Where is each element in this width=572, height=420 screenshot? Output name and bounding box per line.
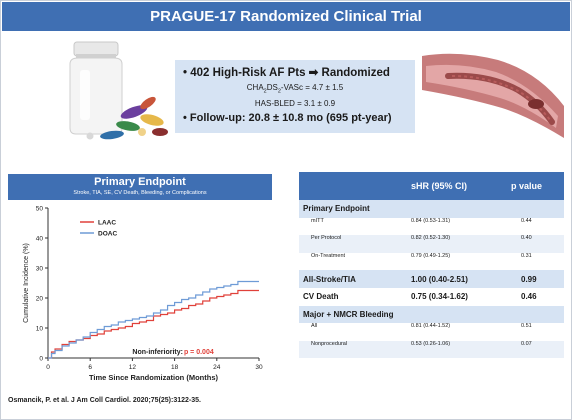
arrow-right-icon: ➡ [308, 67, 322, 79]
table-row: Per Protocol 0.82 (0.52-1.30) 0.40 [299, 235, 564, 253]
series-line-laac [48, 289, 259, 359]
y-tick-label: 40 [36, 236, 44, 243]
x-axis-label: Time Since Randomization (Months) [89, 373, 219, 382]
shr-cell: 0.75 (0.34-1.62) [411, 292, 468, 302]
x-tick-label: 30 [255, 364, 263, 371]
p-value-cell: 0.46 [521, 292, 537, 302]
pill-bottle-illustration [69, 41, 168, 140]
row-label: On-Treatment [311, 252, 346, 259]
results-table: sHR (95% CI) p value Primary Endpoint mIT… [299, 172, 564, 359]
x-tick-label: 12 [129, 364, 137, 371]
legend-label-laac: LAAC [98, 220, 116, 227]
shr-cell: 0.82 (0.52-1.30) [407, 235, 507, 253]
table-row: CV Death 0.75 (0.34-1.62) 0.46 [299, 288, 564, 306]
primary-endpoint-chart: Primary Endpoint Stroke, TIA, SE, CV Dea… [8, 174, 272, 384]
row-label: All-Stroke/TIA [299, 270, 407, 288]
p-value-cell: 0.44 [521, 217, 532, 224]
shr-cell [407, 305, 507, 324]
row-label: Per Protocol [299, 235, 407, 253]
citation: Osmancik, P. et al. J Am Coll Cardiol. 2… [8, 397, 201, 404]
y-tick-label: 30 [36, 266, 44, 273]
km-plot: 0 10 20 30 40 50 0 6 12 18 24 30 Time Since Randomiz… [23, 206, 263, 383]
x-tick-label: 18 [171, 364, 179, 371]
annotation-label: Non-inferiority: [132, 349, 183, 356]
table-row: Major + NMCR Bleeding [299, 305, 564, 324]
study-summary-box: • 402 High-Risk AF Pts ➡ Randomized CHA2… [175, 60, 415, 133]
chart-title: Primary Endpoint [94, 176, 186, 188]
table-header-cell [299, 172, 407, 200]
page-title: PRAGUE-17 Randomized Clinical Trial [2, 2, 570, 31]
shr-cell: 0.79 (0.49-1.25) [411, 252, 451, 259]
x-tick-label: 24 [213, 364, 221, 371]
p-value-cell: 0.31 [521, 252, 532, 259]
x-tick-label: 6 [88, 364, 92, 371]
row-label: All [311, 323, 318, 330]
randomization-line: • 402 High-Risk AF Pts ➡ Randomized [183, 67, 390, 79]
followup-line: • Follow-up: 20.8 ± 10.8 mo (695 pt-year… [183, 111, 392, 124]
chart-header: Primary Endpoint Stroke, TIA, SE, CV Dea… [8, 174, 272, 200]
p-value-cell [507, 305, 564, 324]
x-tick-label: 0 [46, 364, 50, 371]
table-header-row: sHR (95% CI) p value [299, 172, 564, 200]
table-header-cell: sHR (95% CI) [407, 172, 507, 200]
y-tick-label: 0 [39, 356, 43, 363]
p-value-cell: 0.51 [521, 323, 532, 330]
row-label: Major + NMCR Bleeding [299, 305, 407, 324]
shr-cell: 0.53 (0.26-1.06) [407, 340, 507, 359]
has-bled-line: HAS-BLED = 3.1 ± 0.9 [254, 98, 336, 108]
p-value-cell [507, 200, 564, 218]
row-label: mITT [311, 217, 324, 224]
left-atrial-appendage-illustration [422, 53, 564, 138]
row-label: CV Death [303, 292, 339, 302]
table-row: On-Treatment 0.79 (0.49-1.25) 0.31 [299, 253, 564, 271]
shr-cell: 1.00 (0.40-2.51) [407, 270, 507, 288]
legend-label-doac: DOAC [98, 231, 117, 238]
table-row: All-Stroke/TIA 1.00 (0.40-2.51) 0.99 [299, 270, 564, 288]
table-row: Nonprocedural 0.53 (0.26-1.06) 0.07 [299, 340, 564, 359]
p-value-cell: 0.40 [507, 235, 564, 253]
p-value-cell: 0.07 [507, 340, 564, 359]
chart-subtitle: Stroke, TIA, SE, CV Death, Bleeding, or … [73, 190, 207, 196]
table-row: Primary Endpoint [299, 200, 564, 218]
row-label: Nonprocedural [299, 340, 407, 359]
table-row: mITT 0.84 (0.53-1.31) 0.44 [299, 218, 564, 236]
y-tick-label: 10 [36, 326, 44, 333]
y-tick-label: 50 [36, 206, 44, 213]
annotation-p-value: p = 0.004 [184, 349, 214, 356]
row-label: Primary Endpoint [299, 200, 407, 218]
shr-cell [407, 200, 507, 218]
table-row: All 0.81 (0.44-1.52) 0.51 [299, 323, 564, 341]
shr-cell: 0.81 (0.44-1.52) [411, 323, 451, 330]
p-value-cell: 0.99 [507, 270, 564, 288]
y-tick-label: 20 [36, 296, 44, 303]
y-axis-label: Cumulative Incidence (%) [23, 243, 30, 323]
table-header-cell: p value [507, 172, 564, 200]
cha2ds2-vasc-line: CHA2DS2-VASc = 4.7 ± 1.5 [246, 83, 344, 95]
shr-cell: 0.84 (0.53-1.31) [411, 217, 451, 224]
series-line-doac [48, 280, 259, 359]
